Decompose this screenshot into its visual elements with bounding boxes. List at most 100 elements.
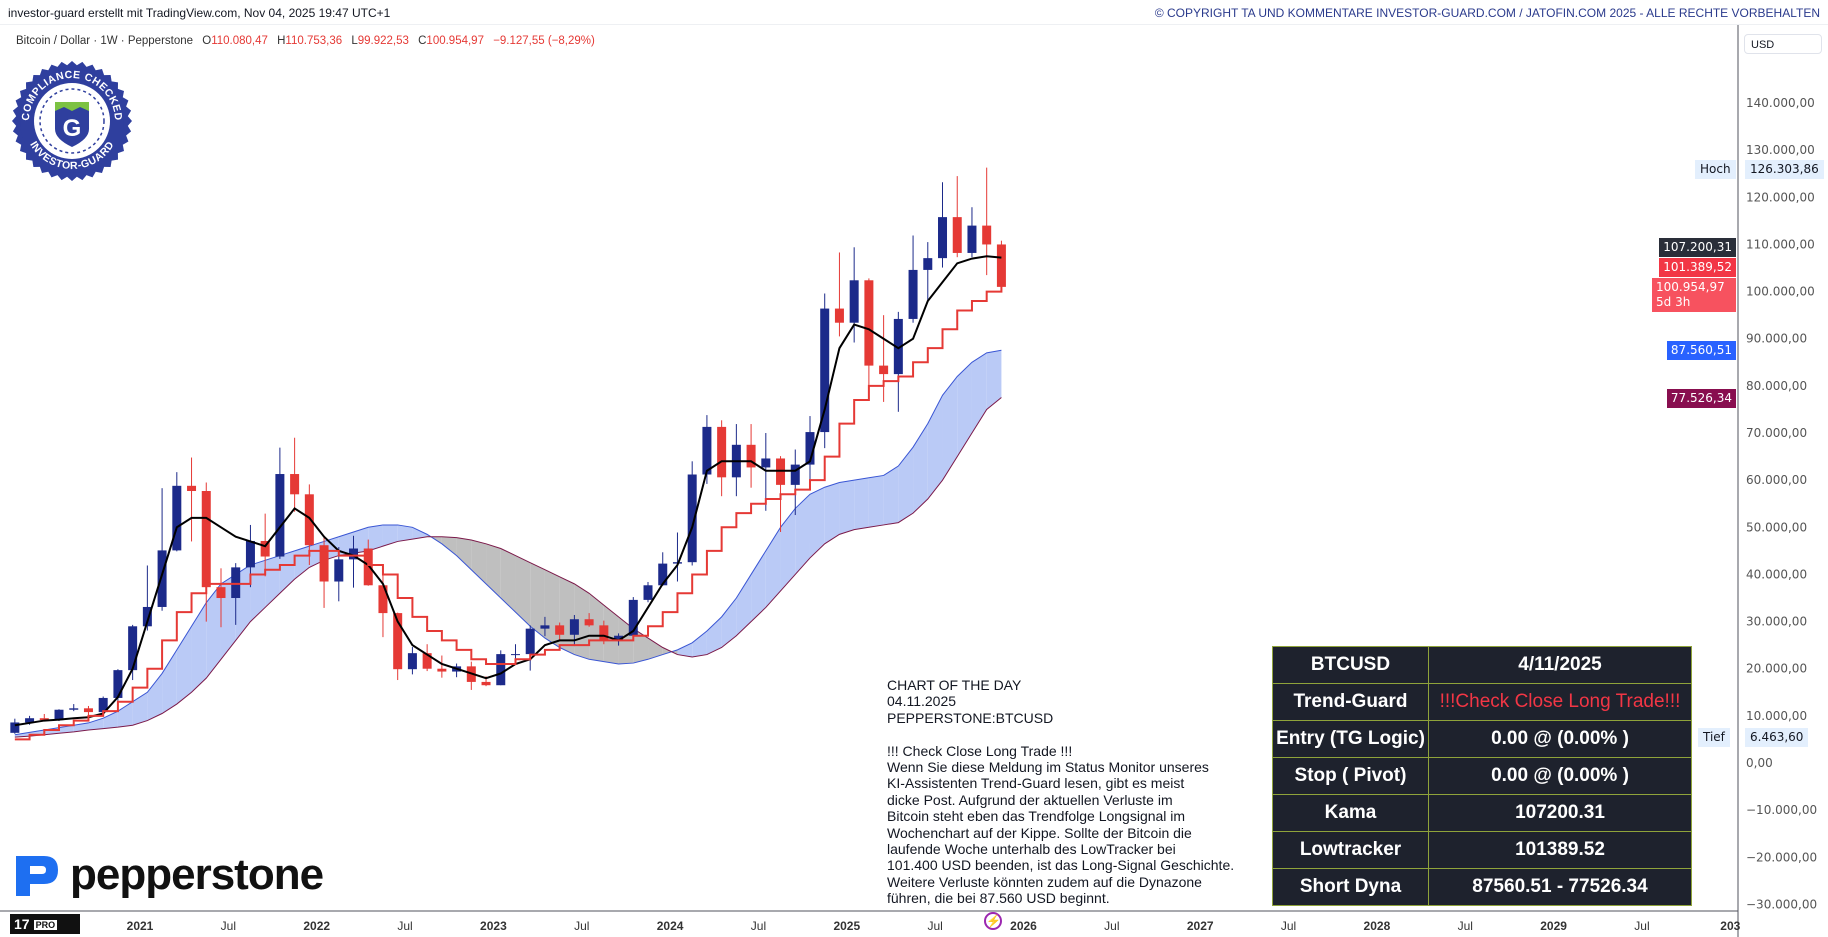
dyna-zone-bull-fill [765,527,781,608]
badge-letter: G [63,115,82,142]
time-tick-label: 2022 [303,919,330,933]
dyna-zone-bull-fill [957,362,972,457]
open-label: O [202,35,212,47]
tradingview-logo[interactable]: 17 PRO [10,914,80,934]
table-cell: 0.00 @ (0.00% ) [1428,757,1692,795]
dyna-zone-bull-fill [412,527,428,540]
candle-body [643,585,653,600]
pepperstone-wordmark: pepperstone [70,850,324,899]
dyna-zone-bull-fill [751,550,766,622]
dyna-upper-price-tag: 87.560,51 [1666,341,1736,360]
candle-body [83,708,93,713]
candle-body [275,474,285,557]
price-tick-label: 0,00 [1746,756,1773,770]
candle-body [952,217,962,253]
last-price-tag: 100.954,97 5d 3h [1652,278,1736,312]
candle-body [879,365,889,375]
time-tick-label: 2023 [480,919,507,933]
time-tick-label: 2021 [127,919,154,933]
price-tick-label: 110.000,00 [1746,237,1815,251]
pepperstone-p-icon [16,856,58,896]
dyna-zone-bull-fill [117,701,133,728]
dyna-zone-bull-fill [176,626,192,705]
price-tick-label: 60.000,00 [1746,473,1807,487]
dyna-zone-bull-fill [927,395,943,500]
price-tick-label: 50.000,00 [1746,520,1807,534]
dyna-zone-bear-fill [633,628,649,664]
price-tick-label: 120.000,00 [1746,190,1815,204]
table-row: Entry (TG Logic) 0.00 @ (0.00% ) [1272,720,1692,758]
candle-body [584,619,594,626]
dyna-zone-bull-fill [839,480,855,535]
dyna-zone-bull-fill [942,376,958,481]
candle-body [142,606,152,627]
kama-line [14,255,1002,727]
candle-body [290,474,300,495]
time-tick-label: Jul [1458,919,1473,933]
dyna-zone-bull-fill [986,350,1002,410]
time-tick-label: 203 [1720,919,1740,933]
table-cell: Kama [1272,794,1429,832]
dyna-zone-bull-fill [103,711,118,729]
dyna-zone-bull-fill [898,447,914,523]
candle-body [702,426,712,475]
time-tick-label: 2026 [1010,919,1037,933]
symbol-legend[interactable]: Bitcoin / Dollar · 1W · Pepperstone O110… [16,35,595,47]
time-tick-label: Jul [1634,919,1649,933]
trend-guard-table: BTCUSD 4/11/2025 Trend-Guard !!!Check Clos… [1272,646,1692,906]
table-cell: Trend-Guard [1272,683,1429,721]
price-tick-label: 70.000,00 [1746,426,1807,440]
dyna-zone-bull-fill [382,524,398,547]
candle-body [820,308,830,433]
time-tick-label: Jul [751,919,766,933]
price-tick-label: 40.000,00 [1746,567,1807,581]
price-tick-label: 10.000,00 [1746,709,1807,723]
currency-selector[interactable]: USD [1744,34,1822,54]
lightning-event-icon[interactable]: ⚡ [984,912,1002,930]
symbol-name: Bitcoin / Dollar · 1W · Pepperstone [16,35,194,47]
table-cell: 4/11/2025 [1428,646,1692,684]
candle-body [864,280,874,366]
time-tick-label: Jul [574,919,589,933]
candle-body [908,269,918,319]
lowtracker-line [14,285,1003,741]
candle-body [555,625,565,635]
high-marker-value: 126.303,86 [1745,160,1824,179]
candle-body [687,474,697,563]
table-row: Kama 107200.31 [1272,794,1692,832]
candle-body [849,280,859,323]
dyna-zone-bull-fill [868,475,884,528]
candle-body [938,217,948,259]
dyna-zone-bull-fill [677,642,693,657]
trend-guard-alert: !!!Check Close Long Trade!!! [1428,683,1692,721]
price-tick-label: −10.000,00 [1746,803,1817,817]
candle-body [54,709,64,721]
candle-body [982,225,992,245]
dyna-zone-bull-fill [250,560,266,622]
high-label: H [277,35,286,47]
table-cell: BTCUSD [1272,646,1429,684]
table-row: BTCUSD 4/11/2025 [1272,646,1692,684]
price-tick-label: 130.000,00 [1746,143,1815,157]
dyna-zone-bull-fill [147,673,163,721]
dyna-zone-bull-fill [824,482,840,544]
candle-body [481,681,491,686]
candle-body [39,718,49,721]
candle-body [10,722,20,733]
candle-body [422,653,432,669]
candle-body [717,426,727,478]
time-tick-label: Jul [1281,919,1296,933]
candle-body [69,708,79,710]
dyna-zone-bear-fill [574,583,590,660]
dyna-zone-bear-fill [500,548,516,613]
dyna-zone-bear-fill [486,543,501,599]
dyna-upper-line [14,349,1002,736]
dyna-lower-line [14,397,1002,738]
lowtracker-price-tag: 101.389,52 [1659,258,1736,277]
dyna-zone-bull-fill [854,477,869,530]
dyna-zone-bull-fill [265,555,280,608]
low-value: 99.922,53 [357,35,409,47]
tv-pro-badge: PRO [33,920,58,931]
shield-icon [55,102,89,147]
